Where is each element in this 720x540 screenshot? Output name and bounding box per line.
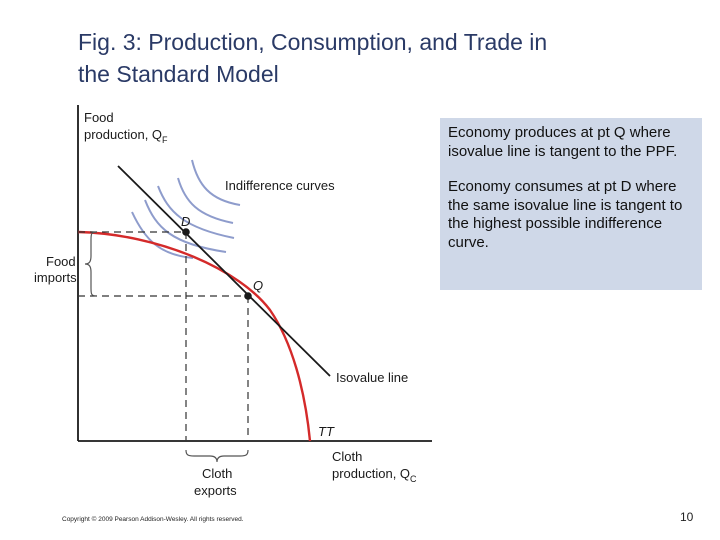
isovalue-line — [117, 165, 331, 377]
x-axis-label-sub: C — [410, 474, 417, 484]
slide-title: Fig. 3: Production, Consumption, and Tra… — [78, 26, 678, 90]
ppf-curve — [77, 230, 312, 442]
indifference-curves-label: Indifference curves — [225, 178, 335, 193]
food-imports-label-line2: imports — [34, 270, 77, 285]
callout-paragraph-consumption: Economy consumes at pt D where the same … — [448, 178, 683, 251]
y-axis-label-sub: F — [162, 135, 168, 145]
point-q-label: Q — [253, 278, 263, 293]
food-imports-brace — [84, 231, 98, 297]
x-axis-label-line1: Cloth — [332, 449, 362, 464]
copyright-footer: Copyright © 2009 Pearson Addison-Wesley.… — [62, 516, 244, 523]
cloth-exports-label-line1: Cloth — [202, 466, 232, 481]
slide-title-line1: Fig. 3: Production, Consumption, and Tra… — [78, 29, 548, 55]
explanation-callout: Economy produces at pt Q where isovalue … — [440, 118, 702, 290]
point-q-marker — [244, 292, 252, 300]
y-axis-label-main: production, Q — [84, 127, 162, 142]
food-imports-label-line1: Food — [46, 254, 76, 269]
y-axis-label-line2: production, QF — [84, 127, 168, 145]
page-number: 10 — [680, 510, 694, 524]
x-axis-label-main: production, Q — [332, 466, 410, 481]
slide-title-line2: the Standard Model — [78, 61, 279, 87]
cloth-exports-label-line2: exports — [194, 483, 237, 498]
point-d-marker — [182, 228, 190, 236]
y-axis-label-line1: Food — [84, 110, 114, 125]
indifference-curve-5 — [191, 159, 241, 206]
cloth-exports-brace — [185, 449, 249, 463]
callout-paragraph-production: Economy produces at pt Q where isovalue … — [448, 124, 678, 160]
ppf-label: TT — [318, 424, 335, 439]
point-d-label: D — [181, 214, 190, 229]
indifference-curve-3 — [157, 185, 235, 239]
indifference-curve-4 — [177, 177, 234, 224]
x-axis-label-line2: production, QC — [332, 466, 417, 484]
isovalue-label: Isovalue line — [336, 370, 408, 385]
indifference-curve-2 — [144, 199, 227, 253]
